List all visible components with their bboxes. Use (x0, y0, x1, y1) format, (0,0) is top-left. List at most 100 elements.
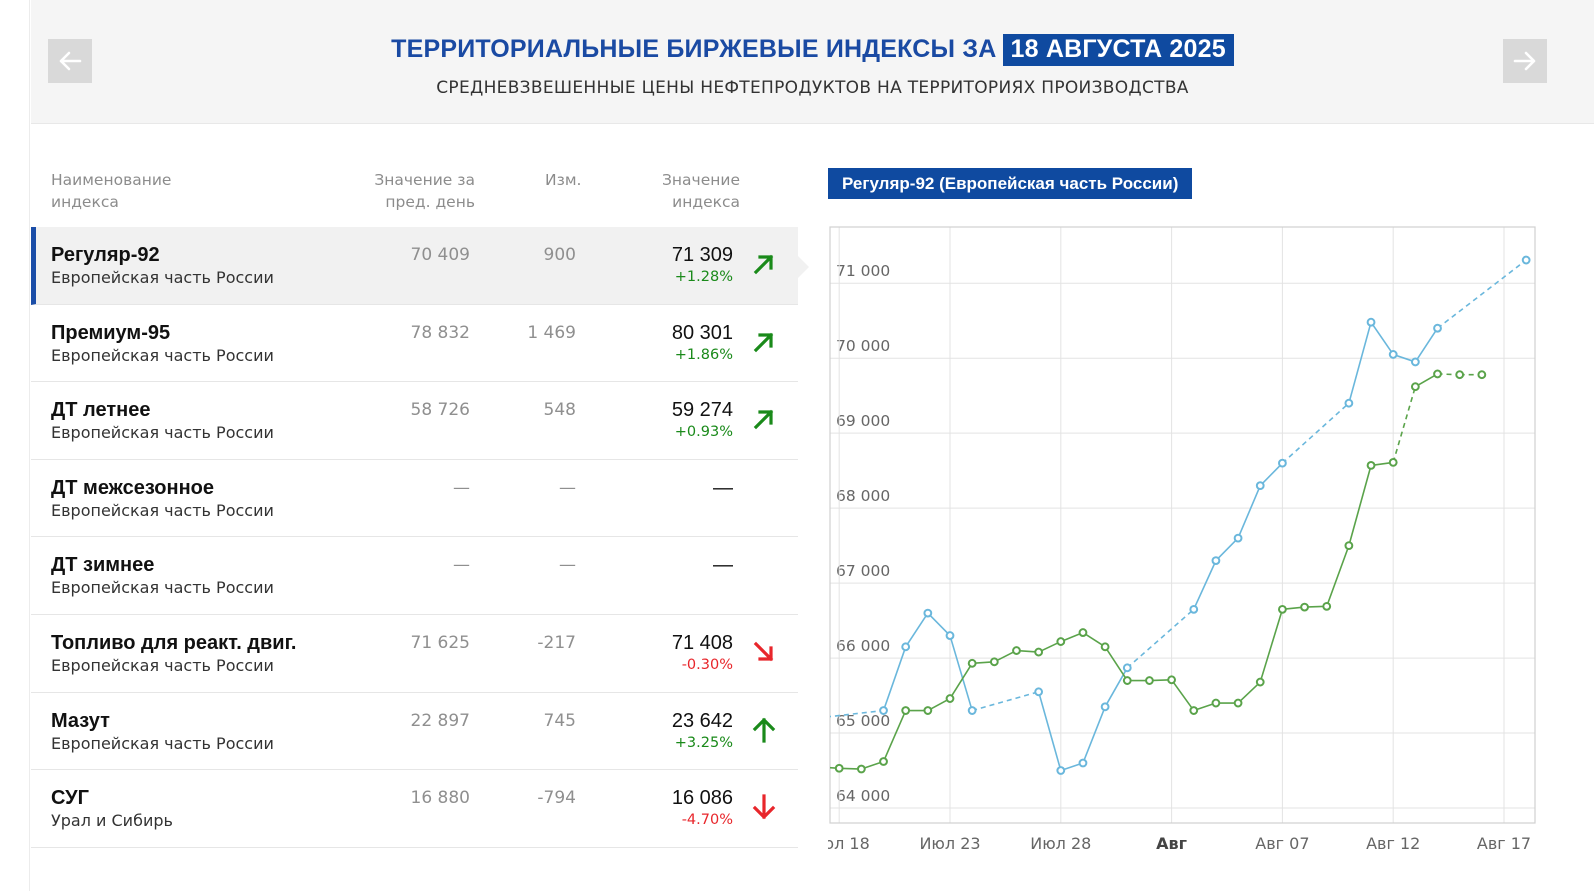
series-0-point[interactable] (945, 631, 955, 640)
price-chart[interactable]: 64 000 65 000 66 000 67 000 68 000 69 000 70 0… (809, 225, 1538, 865)
series-1-point[interactable] (856, 764, 866, 774)
index-region: Европейская часть России (51, 423, 274, 443)
series-1-point[interactable] (1189, 706, 1199, 715)
series-1-point[interactable] (1278, 604, 1287, 614)
header: ТЕРРИТОРИАЛЬНЫЕ БИРЖЕВЫЕ ИНДЕКСЫ ЗА 18 АВ… (31, 0, 1594, 124)
series-1-point[interactable] (879, 757, 888, 766)
trend-up-right-arrow-icon (753, 332, 774, 352)
series-1-point[interactable] (1410, 382, 1420, 392)
table-row[interactable]: СУГ Урал и Сибирь 16 880 -794 16 086 -4.70% (31, 770, 798, 848)
series-1-point[interactable] (1388, 458, 1398, 467)
y-tick-label: 65 000 (836, 712, 890, 730)
table-row[interactable]: Мазут Европейская часть России 22 897 745 23… (31, 693, 798, 771)
series-0-point[interactable] (1233, 533, 1243, 543)
series-1-point[interactable] (1233, 698, 1243, 708)
trend-up-arrow-icon (752, 717, 776, 743)
series-1-point[interactable] (923, 706, 933, 715)
series-1-point[interactable] (1300, 602, 1309, 612)
index-value: 16 086 (671, 787, 733, 810)
series-1-point[interactable] (1344, 541, 1354, 551)
y-tick-label: 66 000 (836, 637, 890, 655)
series-0-point[interactable] (1344, 398, 1354, 408)
series-1-point[interactable] (1433, 369, 1442, 379)
series-0-point[interactable] (1388, 350, 1398, 359)
index-name: СУГ (51, 787, 89, 810)
left-gutter (0, 0, 30, 891)
table-row[interactable]: Премиум-95 Европейская часть России 78 832… (31, 305, 798, 383)
series-1-point[interactable] (1366, 461, 1376, 470)
series-1-point[interactable] (1078, 628, 1088, 637)
series-1-point[interactable] (901, 706, 911, 715)
trend-down-arrow-icon (752, 794, 776, 820)
table-header: Наименование индекса Значение за пред. ден… (31, 153, 798, 227)
chart-svg: 64 000 65 000 66 000 67 000 68 000 69 000 70 0… (809, 226, 1536, 853)
prev-value: 71 625 (410, 632, 470, 653)
series-0-point[interactable] (1521, 255, 1531, 265)
index-value: 71 309 (671, 244, 733, 266)
table-row[interactable]: Регуляр-92 Европейская часть России 70 409… (31, 227, 798, 305)
prev-value: 78 832 (410, 322, 470, 343)
series-0-point[interactable] (1255, 481, 1265, 491)
index-name: ДТ межсезонное (51, 476, 214, 499)
change-value: 548 (543, 400, 576, 421)
series-0-point[interactable] (1410, 357, 1420, 367)
series-0-point[interactable] (1278, 458, 1287, 468)
y-tick-label: 68 000 (836, 487, 890, 505)
table-row[interactable]: Топливо для реакт. двиг. Европейская част… (31, 615, 798, 693)
change-value: -217 (537, 632, 576, 653)
series-0-point[interactable] (923, 608, 933, 618)
series-1-segment (949, 662, 973, 699)
series-1-point[interactable] (1211, 698, 1221, 708)
trend-up-right-arrow-icon (753, 254, 774, 275)
series-1-point[interactable] (945, 694, 955, 703)
series-1-point[interactable] (1012, 646, 1021, 655)
series-0-point[interactable] (1100, 702, 1110, 712)
series-0-segment (927, 612, 951, 637)
series-0-point[interactable] (1078, 758, 1088, 768)
x-tick-label: Авг 17 (1477, 834, 1531, 853)
series-1-point[interactable] (1167, 675, 1177, 685)
series-0-point[interactable] (901, 642, 911, 652)
series-0-segment (1082, 706, 1106, 764)
series-1-point[interactable] (1122, 676, 1132, 685)
series-0-point[interactable] (1056, 766, 1066, 775)
next-date-button[interactable] (1503, 39, 1547, 83)
series-1-point[interactable] (1034, 647, 1044, 657)
table-row[interactable]: ДТ зимнее Европейская часть России — — — (31, 537, 798, 615)
series-1-point[interactable] (989, 657, 999, 667)
series-0-point[interactable] (1366, 317, 1376, 327)
index-name: Премиум-95 (51, 321, 171, 344)
x-tick-label: Авг 07 (1255, 834, 1309, 853)
series-1-point[interactable] (1477, 370, 1487, 380)
series-1-point[interactable] (834, 763, 844, 773)
series-0-point[interactable] (1122, 663, 1132, 673)
column-header-value: Значение индекса (661, 171, 740, 211)
date-badge[interactable]: 18 АВГУСТА 2025 (1002, 34, 1234, 66)
series-1-point[interactable] (1455, 370, 1465, 380)
series-1-point[interactable] (1056, 637, 1066, 646)
prev-value: 70 409 (410, 245, 470, 265)
y-tick-label: 69 000 (836, 412, 890, 430)
series-0-point[interactable] (879, 706, 888, 715)
series-0-point[interactable] (1211, 556, 1221, 566)
page-subtitle: СРЕДНЕВЗВЕШЕННЫЕ ЦЕНЫ НЕФТЕПРОДУКТОВ НА … (436, 78, 1189, 98)
y-tick-label: 70 000 (836, 337, 890, 355)
table-row[interactable]: ДТ межсезонное Европейская часть России — —… (31, 460, 798, 538)
series-0-point[interactable] (1189, 604, 1199, 614)
change-value: — (559, 477, 576, 498)
series-1-point[interactable] (1322, 601, 1332, 611)
change-value: — (559, 555, 576, 576)
prev-date-button[interactable] (48, 39, 92, 83)
chart-title-badge: Регуляр-92 (Европейская часть России) (828, 168, 1193, 199)
series-0-point[interactable] (1433, 323, 1442, 333)
series-1-point[interactable] (967, 658, 977, 668)
series-1-point[interactable] (1255, 677, 1265, 687)
table-row[interactable]: ДТ летнее Европейская часть России 58 726 5… (31, 382, 798, 460)
trend-down-right-arrow-icon (753, 641, 774, 662)
series-1-point[interactable] (1100, 642, 1110, 652)
change-percent: -0.30% (681, 656, 733, 673)
series-1-segment (1348, 465, 1372, 546)
series-1-point[interactable] (1145, 676, 1154, 685)
series-0-point[interactable] (1034, 687, 1044, 697)
series-0-point[interactable] (967, 706, 977, 715)
